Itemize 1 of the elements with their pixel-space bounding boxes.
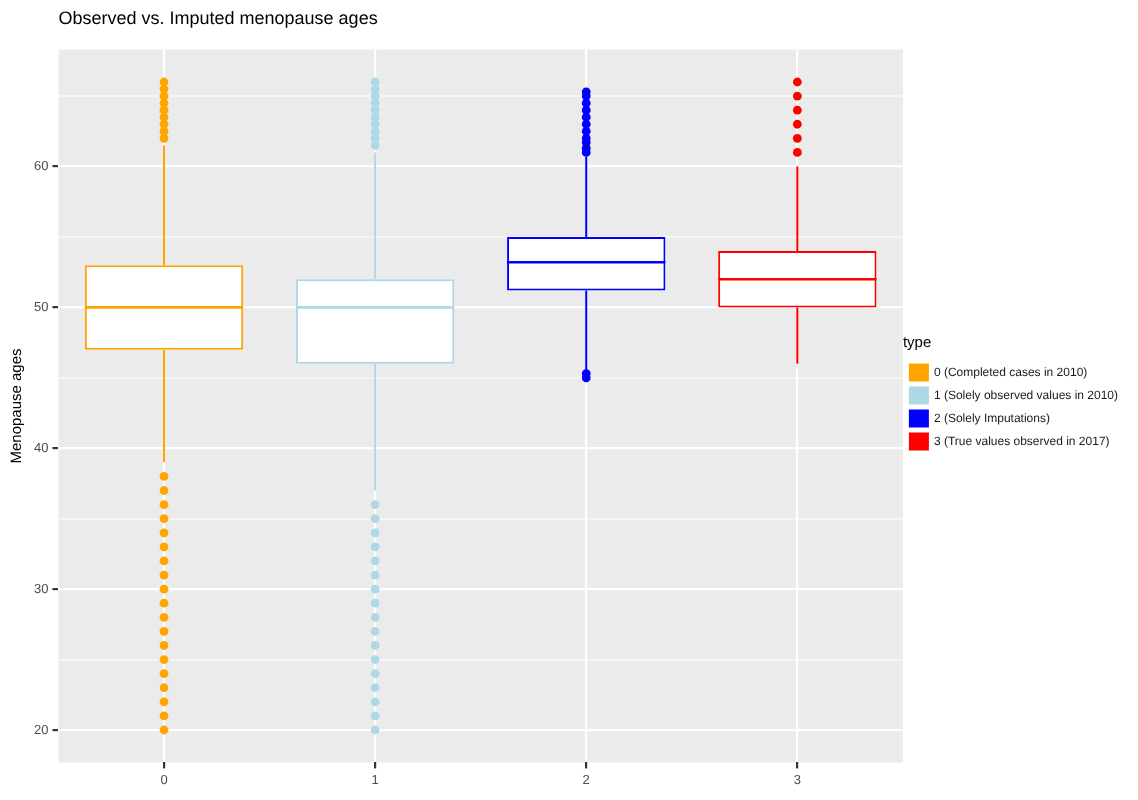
chart-title: Observed vs. Imputed menopause ages xyxy=(58,7,379,28)
